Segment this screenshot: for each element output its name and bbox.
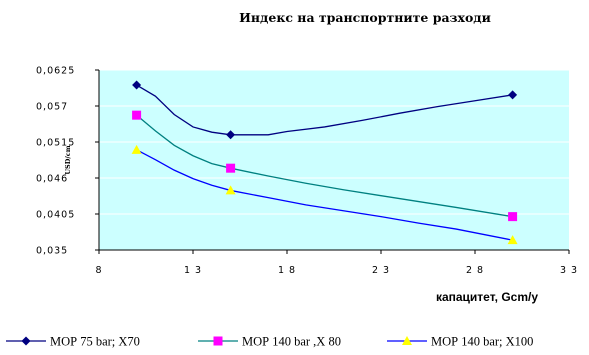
y-tick-label: 0,0515: [36, 138, 75, 149]
series-layer: [131, 80, 518, 245]
series-3: [131, 144, 518, 245]
y-tick-label: 0,0405: [36, 210, 75, 221]
data-point: [508, 212, 518, 222]
x-tick-label: 2 3: [372, 265, 390, 276]
y-ticks: 0,035 0,0405 0,046 0,0515 0,057 0,0625: [36, 66, 99, 257]
x-axis-label: капацитет, Gcm/y: [436, 290, 538, 304]
series-line: [136, 84, 513, 136]
legend-entry: МОР 140 bar; X100: [387, 335, 533, 349]
y-axis-label: USD/cm: [64, 145, 72, 174]
y-tick-label: 0,046: [36, 174, 68, 185]
x-tick-label: 1 8: [278, 265, 296, 276]
legend-entry: МОР 140 bar ,X 80: [198, 335, 341, 349]
data-point: [131, 144, 142, 154]
x-tick-label: 1 3: [184, 265, 202, 276]
y-tick-label: 0,035: [36, 246, 68, 257]
legend-marker: [402, 336, 412, 345]
series-line: [136, 149, 513, 241]
plot-area: [99, 70, 569, 250]
legend: МОР 75 bar; X70 МОР 140 bar ,X 80 МОР 140 …: [6, 335, 533, 349]
data-point: [226, 130, 236, 140]
legend-label: МОР 75 bar; X70: [50, 335, 140, 349]
data-point: [226, 163, 236, 173]
legend-marker: [213, 336, 223, 346]
series-1: [132, 80, 518, 140]
data-point: [132, 110, 142, 120]
data-point: [507, 235, 518, 245]
x-tick-label: 3 3: [560, 265, 578, 276]
y-tick-label: 0,0625: [36, 66, 75, 77]
legend-marker: [21, 336, 31, 346]
series-2: [132, 110, 518, 222]
data-point: [132, 80, 142, 90]
legend-label: МОР 140 bar; X100: [431, 335, 533, 349]
data-point: [508, 90, 518, 100]
x-ticks: 8 1 3 1 8 2 3 2 8 3 3: [95, 250, 578, 276]
data-point: [225, 185, 236, 195]
y-tick-label: 0,057: [36, 102, 68, 113]
x-tick-label: 2 8: [466, 265, 484, 276]
legend-entry: МОР 75 bar; X70: [6, 335, 140, 349]
chart-title: Индекс на транспортните разходи: [239, 10, 491, 25]
series-line: [136, 114, 513, 218]
x-tick-label: 8: [95, 265, 102, 276]
gridlines: [99, 69, 569, 215]
legend-label: МОР 140 bar ,X 80: [242, 335, 341, 349]
